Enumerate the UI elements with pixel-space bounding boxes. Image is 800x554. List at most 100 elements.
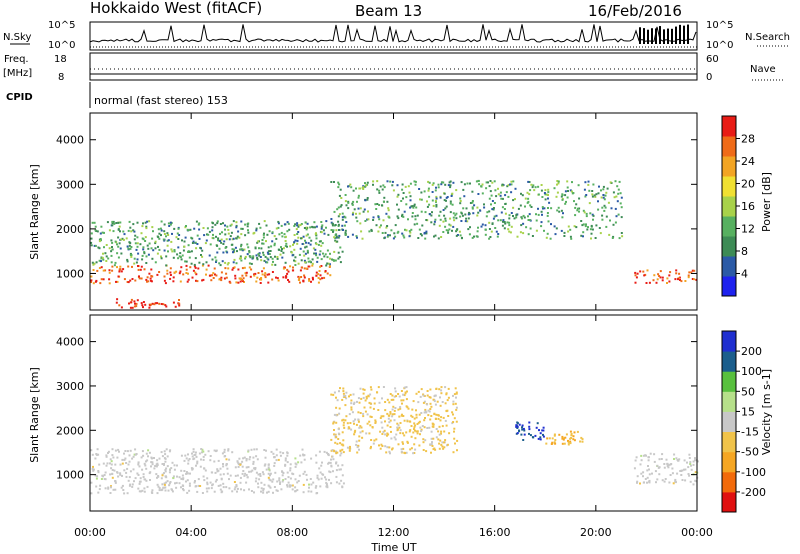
data-cell [136,236,139,239]
data-cell [547,191,550,194]
data-cell [437,430,440,433]
data-cell [193,265,196,268]
data-cell [245,459,248,462]
data-cell [307,260,310,263]
data-cell [343,224,346,227]
data-cell [161,474,164,477]
data-cell [577,184,580,187]
data-cell [434,448,437,451]
data-cell [287,476,290,479]
data-cell [119,472,122,475]
data-cell [108,247,111,250]
data-cell [289,477,292,480]
data-cell [349,445,351,448]
data-cell [209,455,212,457]
data-cell [449,211,452,214]
data-cell [614,180,617,183]
data-cell [339,205,342,208]
data-cell [151,226,154,229]
data-cell [525,226,528,229]
data-cell [674,480,677,483]
data-cell [122,268,125,271]
data-cell [642,481,645,484]
data-cell [695,278,698,281]
data-cell [263,483,266,486]
data-cell [104,478,107,481]
data-cell [542,435,545,438]
data-cell [197,223,200,226]
data-cell [393,436,396,439]
data-cell [429,443,432,446]
data-cell [644,454,647,457]
data-cell [477,211,480,214]
data-cell [556,209,559,212]
data-cell [124,450,127,452]
data-cell [136,258,139,261]
data-cell [301,243,304,245]
data-cell [330,458,332,461]
data-cell [264,276,267,279]
data-cell [111,224,114,227]
data-cell [124,457,127,460]
data-cell [634,274,637,277]
data-cell [300,223,303,225]
data-cell [550,223,552,226]
data-cell [393,409,396,412]
data-cell [379,185,382,188]
data-cell [605,225,608,228]
data-cell [382,386,385,388]
data-cell [408,191,411,194]
x-tick-label: 20:00 [580,526,612,539]
data-cell [168,471,171,474]
data-cell [147,247,150,250]
data-cell [95,477,98,480]
data-cell [373,397,376,400]
data-cell [241,267,244,270]
data-cell [262,267,265,270]
data-cell [136,299,139,302]
data-cell [163,233,166,235]
data-cell [229,235,232,238]
data-cell [480,185,483,188]
data-cell [103,474,106,476]
data-cell [330,465,333,468]
data-cell [131,265,133,268]
data-cell [108,271,111,274]
data-cell [423,400,426,403]
data-cell [353,401,356,404]
data-cell [333,210,336,213]
data-cell [209,243,212,246]
data-cell [269,474,271,477]
data-cell [640,459,643,462]
data-cell [255,229,258,232]
data-cell [286,245,288,248]
data-cell [397,443,400,446]
data-cell [255,227,258,230]
data-cell [183,470,186,472]
data-cell [218,247,221,250]
data-cell [323,450,326,453]
data-cell [480,225,483,228]
data-cell [356,400,358,403]
data-cell [337,215,340,218]
data-cell [184,236,187,239]
data-cell [402,234,405,237]
data-cell [119,473,122,476]
data-cell [439,210,442,213]
data-cell [430,437,433,440]
data-cell [540,189,543,192]
data-cell [214,471,217,474]
data-cell [605,215,608,218]
data-cell [263,232,265,235]
data-cell [151,302,154,305]
data-cell [403,394,406,397]
data-cell [386,424,389,427]
data-cell [315,274,318,277]
data-cell [241,472,244,475]
data-cell [304,261,307,264]
data-cell [266,233,269,236]
data-cell [317,277,320,279]
data-cell [131,485,134,488]
data-cell [200,448,203,450]
data-cell [395,395,398,398]
